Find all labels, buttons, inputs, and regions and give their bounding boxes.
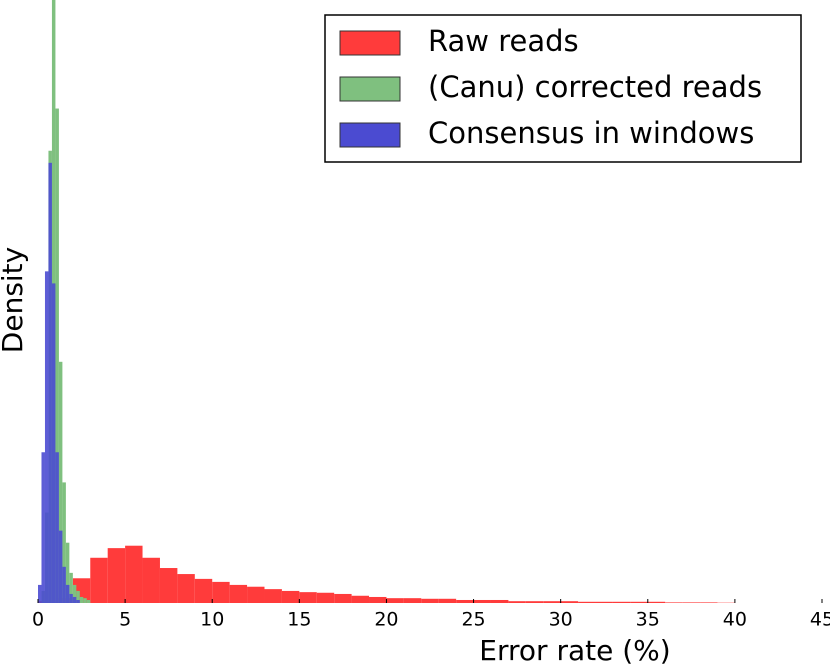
histogram-bar bbox=[194, 578, 213, 603]
legend: Raw reads (Canu) corrected reads Consensus… bbox=[324, 14, 802, 163]
x-tick-label: 35 bbox=[636, 609, 660, 631]
histogram-bar bbox=[421, 598, 439, 603]
histogram-bar bbox=[490, 599, 509, 603]
histogram-bar bbox=[334, 593, 352, 603]
histogram-bar bbox=[369, 596, 387, 603]
histogram-bar bbox=[58, 530, 63, 603]
histogram-bar bbox=[38, 584, 42, 603]
histogram-bar bbox=[76, 599, 80, 603]
histogram-bar bbox=[62, 566, 66, 603]
histogram-bar bbox=[473, 599, 491, 603]
histogram-bar bbox=[177, 574, 195, 603]
histogram-bar bbox=[316, 592, 335, 603]
histogram-bar bbox=[65, 584, 70, 603]
x-tick-label: 5 bbox=[119, 609, 131, 631]
histogram-bar bbox=[299, 592, 317, 603]
histogram-bar bbox=[682, 602, 701, 603]
legend-swatch bbox=[339, 30, 401, 56]
x-tick-label: 0 bbox=[32, 609, 44, 631]
histogram-bar bbox=[403, 598, 422, 603]
histogram-bar bbox=[560, 601, 579, 603]
histogram-bar bbox=[543, 601, 561, 603]
histogram-bar bbox=[264, 589, 282, 603]
histogram-bar bbox=[58, 361, 63, 603]
plot-area bbox=[38, 0, 735, 603]
x-axis-label: Error rate (%) bbox=[479, 634, 670, 667]
histogram-bar bbox=[55, 452, 59, 603]
histogram-bar bbox=[72, 596, 77, 603]
histogram-bar bbox=[86, 599, 91, 603]
histogram-bar bbox=[665, 602, 683, 603]
x-tick-label: 45 bbox=[810, 609, 830, 631]
histogram-bar bbox=[72, 584, 77, 603]
histogram-bar bbox=[700, 602, 718, 603]
histogram-bar bbox=[386, 598, 404, 603]
histogram-bar bbox=[281, 590, 300, 603]
legend-swatch bbox=[339, 76, 401, 102]
histogram-bar bbox=[41, 452, 45, 603]
legend-label: Consensus in windows bbox=[428, 116, 754, 150]
histogram-bar bbox=[62, 482, 66, 603]
histogram-bar bbox=[44, 271, 49, 603]
histogram-bar bbox=[48, 162, 52, 603]
histogram-bar bbox=[51, 283, 56, 603]
histogram-bar bbox=[90, 557, 108, 603]
histogram-bar bbox=[647, 601, 666, 603]
histogram-bar bbox=[351, 595, 370, 603]
histogram-bar bbox=[69, 593, 73, 603]
legend-swatch bbox=[339, 122, 401, 148]
histogram-bar bbox=[508, 601, 526, 603]
histogram-bar bbox=[65, 542, 70, 603]
histogram-bar bbox=[595, 601, 613, 603]
histogram-bar bbox=[630, 601, 648, 603]
x-tick-label: 40 bbox=[723, 609, 747, 631]
x-tick-label: 25 bbox=[461, 609, 485, 631]
y-axis-label: Density bbox=[0, 247, 29, 353]
histogram-bar bbox=[525, 601, 544, 603]
histogram-bar bbox=[142, 557, 160, 603]
histogram-bar bbox=[83, 598, 87, 603]
histogram-bar bbox=[159, 568, 178, 603]
histogram-bar bbox=[76, 590, 80, 603]
histogram-bar bbox=[125, 545, 143, 603]
x-tick-label: 20 bbox=[374, 609, 398, 631]
legend-frame bbox=[324, 14, 802, 163]
histogram-bar bbox=[55, 108, 59, 603]
histogram-bar bbox=[456, 599, 474, 603]
histogram-bar bbox=[79, 596, 84, 603]
histogram-bar bbox=[69, 572, 73, 603]
legend-label: Raw reads bbox=[428, 24, 579, 58]
x-tick-label: 30 bbox=[549, 609, 573, 631]
x-tick-label: 15 bbox=[287, 609, 311, 631]
histogram-bar bbox=[229, 584, 248, 603]
histogram-bar bbox=[438, 598, 457, 603]
histogram-bar bbox=[107, 548, 126, 603]
x-tick-label: 10 bbox=[200, 609, 224, 631]
legend-label: (Canu) corrected reads bbox=[428, 70, 762, 104]
histogram-bar bbox=[212, 581, 230, 603]
histogram-bar bbox=[247, 586, 265, 603]
histogram-bar bbox=[578, 601, 596, 603]
histogram-bar bbox=[612, 601, 631, 603]
